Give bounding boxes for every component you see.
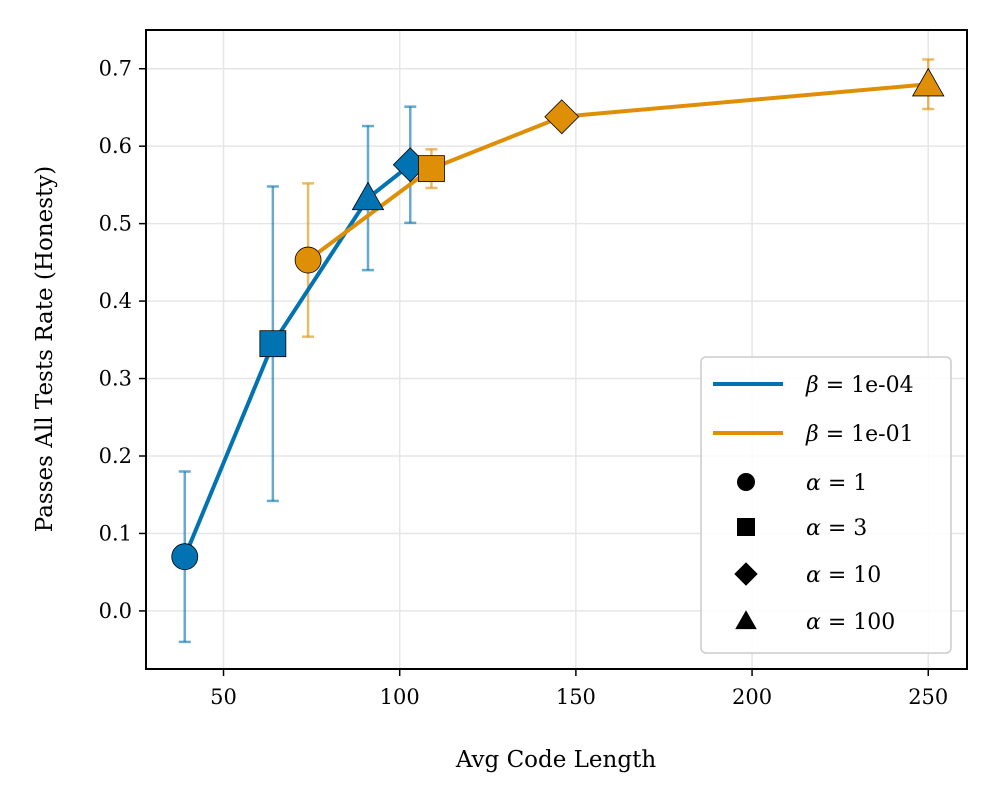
data-point <box>294 246 322 274</box>
legend-box <box>700 356 952 654</box>
legend-label: β = 1e-01 <box>805 422 914 447</box>
legend: β = 1e-04 β = 1e-01 α = 1 α = 3 α = 10 α = 10… <box>700 356 952 654</box>
legend-marker-swatch <box>737 518 755 536</box>
grid <box>146 30 967 669</box>
y-tick-label: 0.6 <box>99 134 132 158</box>
legend-marker-swatch <box>737 473 755 491</box>
data-point <box>418 155 445 183</box>
legend-label: β = 1e-04 <box>805 373 914 398</box>
legend-label: α = 3 <box>806 516 867 541</box>
legend-label: α = 1 <box>806 471 867 496</box>
legend-label: α = 10 <box>806 563 881 588</box>
legend-marker-swatch <box>735 610 757 630</box>
x-tick-label: 250 <box>908 685 948 709</box>
y-tick-label: 0.3 <box>99 367 132 391</box>
data-point <box>544 99 580 135</box>
data-point <box>259 330 287 358</box>
series-line <box>182 163 412 558</box>
x-axis-title: Avg Code Length <box>455 747 656 773</box>
data-point <box>911 67 945 97</box>
x-tick-label: 50 <box>210 685 237 709</box>
series-line <box>306 82 929 262</box>
data-markers <box>171 67 945 571</box>
y-tick-label: 0.5 <box>99 212 132 236</box>
x-tick-label: 100 <box>380 685 420 709</box>
x-axis-ticks: 50 100 150 200 250 <box>210 669 948 709</box>
x-tick-label: 200 <box>732 685 772 709</box>
legend-label: α = 100 <box>806 610 895 635</box>
data-point <box>351 181 385 211</box>
y-tick-label: 0.2 <box>99 444 132 468</box>
y-tick-label: 0.0 <box>99 599 132 623</box>
y-axis-title: Passes All Tests Rate (Honesty) <box>32 166 58 532</box>
data-point <box>171 543 199 571</box>
y-axis-ticks: 0.0 0.1 0.2 0.3 0.4 0.5 0.6 0.7 <box>99 57 146 623</box>
plot-frame <box>145 29 968 670</box>
y-tick-label: 0.7 <box>99 57 132 81</box>
legend-marker-swatch <box>734 562 758 586</box>
series-lines <box>182 82 929 558</box>
x-tick-label: 150 <box>556 685 596 709</box>
y-tick-label: 0.4 <box>99 289 132 313</box>
y-tick-label: 0.1 <box>99 521 132 545</box>
